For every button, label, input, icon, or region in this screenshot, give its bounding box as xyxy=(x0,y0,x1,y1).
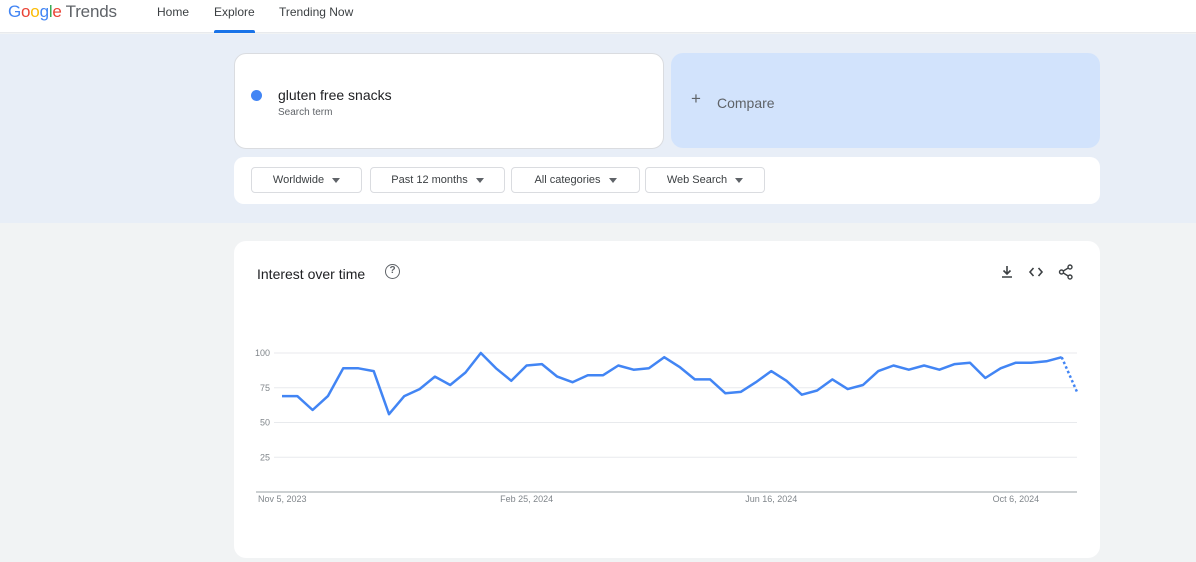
caret-down-icon xyxy=(735,177,744,183)
time-range-dropdown[interactable]: Past 12 months xyxy=(370,167,505,193)
region-dropdown[interactable]: Worldwide xyxy=(251,167,362,193)
top-app-bar: G o o g l e Trends Home Explore Trending… xyxy=(0,0,1196,33)
logo-letter: g xyxy=(39,2,49,21)
compare-label: Compare xyxy=(717,95,775,111)
download-icon[interactable] xyxy=(998,263,1016,281)
nav-trending-now[interactable]: Trending Now xyxy=(279,5,354,19)
x-tick-label: Oct 6, 2024 xyxy=(993,494,1040,504)
region-dropdown-label: Worldwide xyxy=(272,174,325,186)
interest-over-time-card: Interest over time ? 25 50 75 100 Nov 5, 202… xyxy=(234,241,1100,558)
logo-letter: l xyxy=(48,2,53,21)
logo-letter: o xyxy=(30,2,40,21)
nav-home[interactable]: Home xyxy=(157,5,190,19)
category-dropdown-label: All categories xyxy=(534,174,601,186)
y-tick-label: 75 xyxy=(260,383,270,393)
caret-down-icon xyxy=(332,177,341,183)
x-tick-label: Feb 25, 2024 xyxy=(500,494,553,504)
search-type-dropdown-label: Web Search xyxy=(666,174,728,186)
time-range-dropdown-label: Past 12 months xyxy=(391,174,468,186)
y-tick-label: 25 xyxy=(260,452,270,462)
compare-button[interactable]: + Compare xyxy=(671,53,1100,148)
series-color-dot xyxy=(251,90,262,101)
series-line-partial xyxy=(1060,356,1079,393)
caret-down-icon xyxy=(475,177,484,183)
logo-letter: o xyxy=(21,2,31,21)
x-tick-label: Nov 5, 2023 xyxy=(258,494,307,504)
search-term-card[interactable]: gluten free snacks Search term xyxy=(234,53,664,149)
search-type-dropdown[interactable]: Web Search xyxy=(645,167,765,193)
y-tick-label: 50 xyxy=(260,418,270,428)
logo-letter: G xyxy=(8,2,22,21)
filter-bar: Worldwide Past 12 months All categories … xyxy=(234,157,1100,204)
share-icon[interactable] xyxy=(1057,263,1075,281)
interest-line-chart[interactable]: 25 50 75 100 Nov 5, 2023 Feb 25, 2024 Jun 16, … xyxy=(234,241,1100,558)
caret-down-icon xyxy=(608,177,617,183)
logo-letter: e xyxy=(52,2,62,21)
search-term-name[interactable]: gluten free snacks xyxy=(278,87,392,103)
category-dropdown[interactable]: All categories xyxy=(511,167,640,193)
series-line xyxy=(282,351,1063,416)
embed-code-icon[interactable] xyxy=(1027,263,1045,281)
search-term-type: Search term xyxy=(278,107,333,118)
chart-title: Interest over time xyxy=(257,266,366,282)
plus-icon: + xyxy=(691,89,701,108)
active-tab-indicator xyxy=(214,30,255,33)
help-circle-icon[interactable]: ? xyxy=(385,264,400,279)
x-tick-label: Jun 16, 2024 xyxy=(745,494,797,504)
nav-explore[interactable]: Explore xyxy=(214,5,255,19)
y-tick-label: 100 xyxy=(255,348,270,358)
logo-trends-text: Trends xyxy=(65,2,117,21)
google-trends-logo[interactable]: G o o g l e Trends xyxy=(8,2,117,22)
